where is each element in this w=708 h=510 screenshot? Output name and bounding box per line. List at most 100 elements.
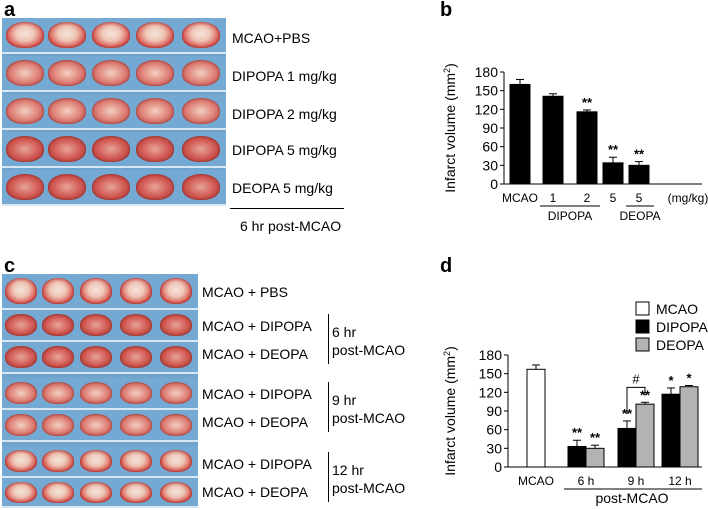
- brain-slice: [80, 482, 112, 503]
- brain-slice: [48, 22, 86, 48]
- y-tick-label: 180: [475, 64, 499, 80]
- y-tick-label: 60: [482, 139, 498, 155]
- brain-slice: [48, 98, 86, 124]
- brain-slices-photo-c: [2, 274, 198, 508]
- brain-slice: [5, 346, 37, 368]
- y-tick-label: 0: [494, 459, 502, 475]
- x-tick-label: 5: [636, 191, 643, 205]
- slice-row: [2, 94, 226, 130]
- legend-label: DEOPA: [656, 337, 705, 353]
- y-tick-label: 30: [482, 157, 498, 173]
- brain-slice: [48, 60, 86, 86]
- bar: [526, 368, 546, 468]
- brain-slice: [160, 482, 192, 503]
- panel-label-a: a: [4, 0, 16, 21]
- brain-slice: [182, 98, 220, 124]
- brain-slice: [120, 382, 152, 404]
- brain-slice: [120, 314, 152, 336]
- bar: [661, 393, 681, 468]
- brain-slice: [5, 278, 37, 304]
- brain-slice: [42, 482, 74, 503]
- brain-slice: [48, 136, 86, 162]
- legend-swatch: [635, 301, 650, 316]
- significance-mark: **: [572, 425, 583, 440]
- brain-slice: [120, 450, 152, 472]
- bar: [617, 427, 637, 468]
- slice-row: [2, 378, 198, 410]
- brain-slice: [80, 314, 112, 336]
- bar: [542, 95, 564, 185]
- bar: [576, 111, 598, 185]
- x-tick-label: 12 h: [668, 474, 691, 488]
- brain-slice: [6, 22, 44, 48]
- brain-slice: [6, 136, 44, 162]
- x-tick-label: 5: [610, 191, 617, 205]
- brain-slice: [136, 22, 174, 48]
- brain-slice: [92, 98, 130, 124]
- slice-row: [2, 310, 198, 342]
- row-label: MCAO + DIPOPA: [202, 318, 312, 334]
- significance-mark: **: [634, 147, 645, 162]
- brain-slice: [6, 98, 44, 124]
- bar: [635, 403, 655, 468]
- brain-slice: [80, 414, 112, 436]
- slice-row: [2, 170, 226, 206]
- significance-mark: *: [668, 373, 674, 388]
- brain-slice: [182, 60, 220, 86]
- brain-slice: [42, 278, 74, 304]
- legend-swatch: [635, 319, 650, 334]
- row-label: DIPOPA 5 mg/kg: [232, 142, 337, 158]
- y-tick-label: 90: [482, 120, 498, 136]
- y-tick-label: 150: [479, 366, 503, 382]
- slice-row: [2, 18, 226, 54]
- brain-slice: [5, 482, 37, 503]
- bar: [602, 162, 624, 185]
- bar: [679, 386, 699, 468]
- slice-row: [2, 446, 198, 478]
- brain-slice: [120, 482, 152, 503]
- x-tick-label: MCAO: [518, 474, 554, 488]
- significance-mark: **: [590, 430, 601, 445]
- brain-slice: [120, 278, 152, 304]
- photo-caption-a: 6 hr post-MCAO: [240, 218, 342, 234]
- brain-slice: [136, 174, 174, 200]
- significance-bracket: [626, 386, 646, 415]
- timepoint-label: 6 hr: [332, 324, 357, 340]
- legend-swatch: [635, 337, 650, 352]
- row-label: MCAO + DEOPA: [202, 414, 308, 430]
- y-tick-label: 150: [475, 83, 499, 99]
- brain-slice: [92, 22, 130, 48]
- bar: [567, 445, 587, 468]
- brain-slice: [42, 314, 74, 336]
- timepoint-label: 12 hr: [332, 462, 364, 478]
- chart-d: 0 30 60 90 120 150 180 Infarct volume (mm2) MCAO…: [442, 301, 708, 506]
- row-label: MCAO+PBS: [232, 30, 311, 46]
- row-label: DIPOPA 2 mg/kg: [232, 106, 337, 122]
- brain-slice: [160, 414, 192, 436]
- row-label: DIPOPA 1 mg/kg: [232, 68, 337, 84]
- brain-slice: [42, 414, 74, 436]
- brain-slice: [92, 174, 130, 200]
- bar: [509, 83, 531, 185]
- x-tick-label: MCAO: [502, 191, 538, 205]
- timepoint-label: post-MCAO: [332, 410, 406, 426]
- slice-row: [2, 342, 198, 374]
- brain-slice: [6, 174, 44, 200]
- y-tick-label: 60: [486, 422, 502, 438]
- significance-mark: *: [686, 370, 692, 385]
- brain-slice: [80, 278, 112, 304]
- brain-slice: [136, 136, 174, 162]
- x-tick-label: 6 h: [578, 474, 595, 488]
- legend-label: DIPOPA: [656, 319, 708, 335]
- brain-slice: [5, 382, 37, 404]
- row-label: MCAO + DIPOPA: [202, 456, 312, 472]
- group-label: DEOPA: [619, 209, 660, 223]
- y-tick-label: 0: [490, 176, 498, 192]
- panel-label-d: d: [440, 255, 453, 277]
- panel-label-c: c: [4, 255, 16, 277]
- slice-row: [2, 56, 226, 92]
- brain-slice: [160, 314, 192, 336]
- caption-rule: [230, 208, 344, 209]
- slice-row: [2, 274, 198, 310]
- brain-slice: [5, 414, 37, 436]
